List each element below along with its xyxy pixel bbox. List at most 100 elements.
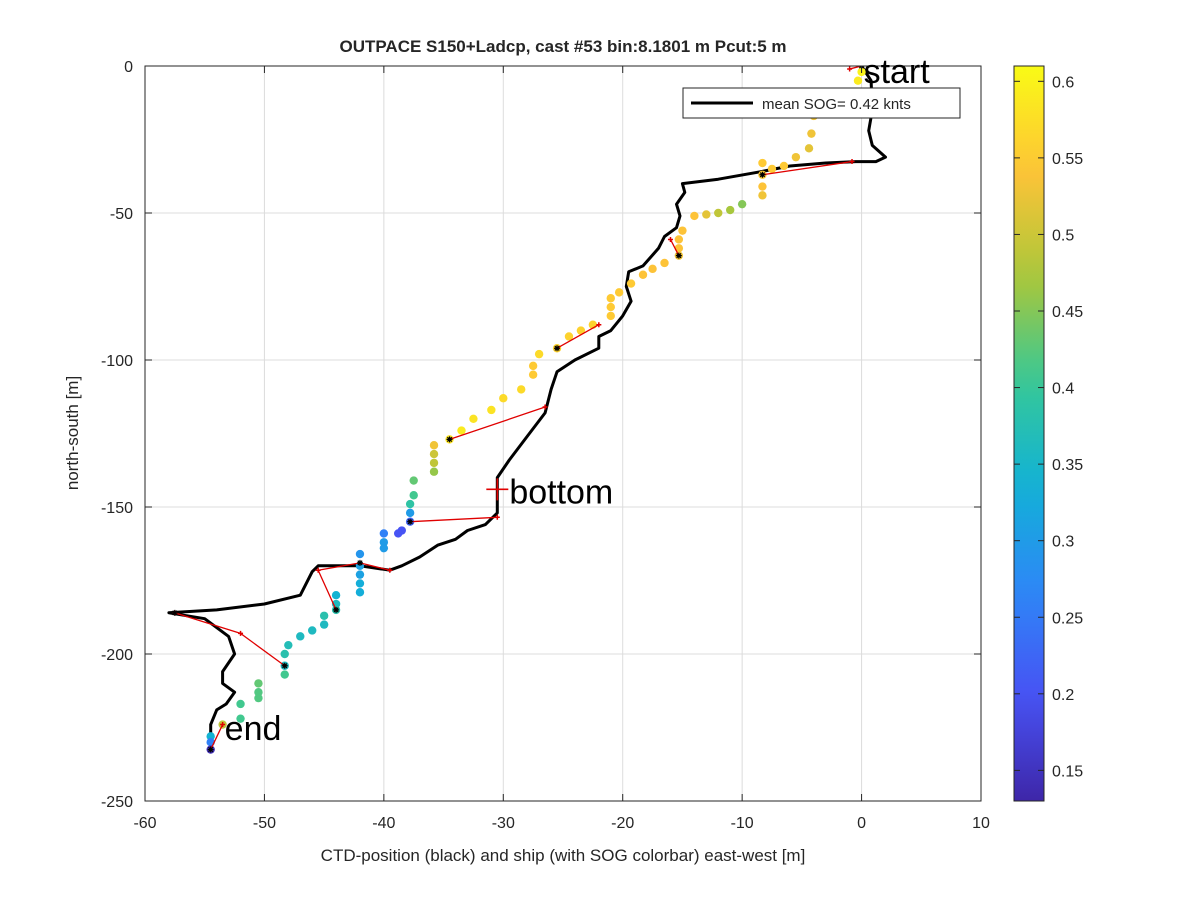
- ship-point: [429, 458, 439, 468]
- colorbar-tick-label: 0.3: [1052, 534, 1074, 551]
- colorbar-tick-label: 0.25: [1052, 610, 1083, 627]
- ship-point: [606, 311, 615, 321]
- connector-segment: [669, 239, 680, 256]
- ship-point: [409, 491, 418, 500]
- y-tick-label: -150: [101, 500, 133, 517]
- axis-ticks: -60 -50 -40 -30 -20 -10 0 100-50-100-150-200-25…: [101, 59, 990, 832]
- ship-point: [791, 152, 801, 162]
- red-marker: [387, 567, 393, 573]
- ship-point: [758, 182, 767, 191]
- ship-point: [648, 264, 657, 274]
- ship-point: [236, 699, 245, 709]
- legend-entry: mean SOG= 0.42 knts: [762, 96, 911, 113]
- colorbar-tick-label: 0.45: [1052, 304, 1083, 321]
- ship-point: [429, 467, 439, 476]
- ship-point: [254, 679, 263, 688]
- colorbar-tick-label: 0.35: [1052, 457, 1083, 474]
- ship-point: [429, 441, 439, 450]
- y-tick-label: 0: [124, 59, 133, 76]
- ship-point: [355, 549, 365, 559]
- ship-point: [576, 326, 586, 335]
- ship-point: [331, 591, 341, 600]
- x-tick-label: -10: [731, 815, 754, 832]
- x-tick-label: -50: [253, 815, 276, 832]
- x-tick-label: -20: [611, 815, 634, 832]
- black-star-marker: [675, 252, 682, 259]
- ship-point: [393, 529, 403, 538]
- ship-point: [614, 288, 624, 297]
- black-star-marker: [356, 559, 363, 566]
- x-tick-label: 0: [857, 815, 866, 832]
- ship-point: [499, 394, 508, 403]
- ship-point: [804, 144, 814, 153]
- black-star-marker: [759, 171, 766, 178]
- ship-point: [660, 258, 669, 268]
- red-marker: [238, 630, 244, 636]
- y-tick-label: -200: [101, 647, 133, 664]
- ship-point: [236, 714, 245, 723]
- plot-frame: [144, 65, 982, 802]
- y-axis-label: north-south [m]: [63, 376, 82, 490]
- ship-point: [308, 626, 317, 635]
- ship-point: [606, 302, 615, 312]
- plot-background: [145, 66, 981, 801]
- colorbar-ticks: 0.15 0.2 0.25 0.3 0.35 0.4 0.45 0.5 0.55 0.6: [1014, 74, 1083, 780]
- ship-point: [254, 688, 263, 697]
- ship-point: [487, 405, 496, 415]
- plot-area: -60 -50 -40 -30 -20 -10 0 100-50-100-150-200-25…: [101, 53, 990, 832]
- connector-segment: [317, 569, 337, 611]
- ship-point: [714, 208, 723, 218]
- marker-layer: [171, 66, 865, 753]
- ship-point: [379, 543, 389, 553]
- colorbar-tick-label: 0.55: [1052, 151, 1083, 168]
- ship-point: [678, 226, 687, 235]
- annotation-start: start: [864, 53, 931, 91]
- connector-layer: [174, 66, 862, 750]
- ship-point: [379, 538, 389, 547]
- red-marker: [220, 722, 226, 728]
- annotation-bottom: bottom: [509, 473, 613, 511]
- red-marker: [596, 322, 602, 328]
- black-star-marker: [333, 606, 340, 613]
- y-tick-label: -100: [101, 353, 133, 370]
- ship-point: [254, 693, 263, 703]
- connector-segment: [240, 632, 286, 667]
- ship-point: [758, 158, 767, 168]
- black-star-marker: [446, 436, 453, 443]
- y-tick-label: -50: [110, 206, 133, 223]
- ship-point: [528, 370, 538, 379]
- red-marker: [849, 159, 855, 165]
- ship-point: [517, 385, 526, 394]
- ship-point: [206, 732, 215, 741]
- legend: mean SOG= 0.42 knts: [682, 87, 961, 119]
- ship-point: [702, 210, 711, 219]
- colorbar-gradient: [1014, 66, 1044, 801]
- connector-segment: [556, 324, 600, 349]
- colorbar-tick-label: 0.15: [1052, 763, 1083, 780]
- x-tick-label: 10: [972, 815, 990, 832]
- x-axis-label: CTD-position (black) and ship (with SOG …: [321, 846, 806, 865]
- colorbar-frame: [1013, 65, 1045, 802]
- ship-point: [737, 199, 747, 209]
- colorbar: 0.15 0.2 0.25 0.3 0.35 0.4 0.45 0.5 0.55 0.6: [1013, 65, 1083, 802]
- ship-point: [379, 529, 389, 538]
- colorbar-tick-label: 0.6: [1052, 74, 1074, 91]
- connector-segment: [210, 724, 224, 750]
- ship-point: [319, 611, 329, 620]
- ship-point: [638, 270, 648, 279]
- connector-segment: [359, 562, 390, 571]
- x-tick-label: -60: [133, 815, 156, 832]
- black-star-marker: [171, 609, 178, 616]
- ship-point: [319, 620, 329, 629]
- ship-point: [726, 205, 735, 215]
- black-star-marker: [554, 345, 561, 352]
- x-tick-label: -40: [372, 815, 395, 832]
- annotations: start bottom end: [225, 53, 931, 748]
- ship-point: [606, 294, 615, 303]
- ship-point: [779, 161, 789, 171]
- ship-point: [626, 279, 636, 288]
- red-marker: [315, 567, 321, 573]
- connector-segment: [762, 160, 853, 176]
- ship-point: [690, 211, 699, 221]
- ship-point: [457, 426, 466, 435]
